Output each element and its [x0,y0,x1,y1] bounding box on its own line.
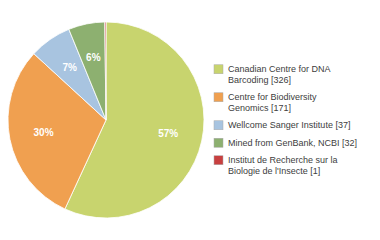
legend-item: Centre for BiodiversityGenomics [171] [214,92,317,113]
data-label: 6% [86,52,101,63]
legend-label: Centre for BiodiversityGenomics [171] [228,92,317,113]
legend-swatch [214,121,223,130]
data-label: 57% [158,128,178,139]
pie-slice [105,22,106,120]
legend-item: Wellcome Sanger Institute [37] [214,120,350,130]
legend-swatch [214,138,223,147]
chart-container: 57% 30% 7% 6% Canadian Centre for DNABarcodi… [0,0,380,240]
data-label: 7% [62,62,77,73]
legend-swatch [214,65,223,74]
legend-item: Canadian Centre for DNABarcoding [326] [214,64,331,85]
legend-label: Wellcome Sanger Institute [37] [228,120,350,130]
legend-swatch [214,156,223,165]
chart: 57% 30% 7% 6% Canadian Centre for DNABarcodi… [0,0,380,240]
data-label: 30% [34,127,54,138]
legend-label: Mined from GenBank, NCBI [32] [228,138,357,148]
legend-label: Canadian Centre for DNABarcoding [326] [228,64,331,85]
legend: Canadian Centre for DNABarcoding [326] Ce… [214,64,357,176]
pie [8,22,204,218]
legend-item: Mined from GenBank, NCBI [32] [214,138,357,148]
data-labels: 57% 30% 7% 6% [34,52,179,139]
legend-label: Institut de Recherche sur laBiologie de … [228,155,338,176]
legend-item: Institut de Recherche sur laBiologie de … [214,155,338,176]
legend-swatch [214,93,223,102]
